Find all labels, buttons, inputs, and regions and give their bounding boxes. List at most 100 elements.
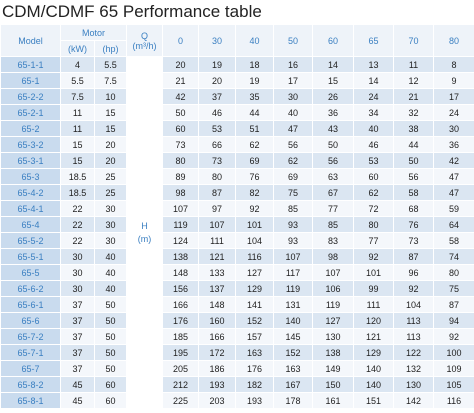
head-cell: 185 bbox=[162, 328, 200, 345]
head-cell: 50 bbox=[312, 136, 355, 153]
head-cell: 64 bbox=[433, 216, 474, 233]
head-cell: 67 bbox=[312, 184, 355, 201]
head-cell: 111 bbox=[198, 232, 237, 249]
model-cell: 65-2-2 bbox=[0, 88, 61, 105]
motor-cell: 60 bbox=[93, 376, 128, 393]
flow-header: 0 bbox=[162, 24, 200, 57]
head-cell: 133 bbox=[198, 264, 237, 281]
head-cell: 106 bbox=[312, 280, 355, 297]
model-cell: 65-1-1 bbox=[0, 56, 61, 73]
table-row: 65-3-1 15 20 80 73 69 62 56 53 50 42 bbox=[0, 152, 474, 169]
head-cell: 17 bbox=[433, 88, 474, 105]
motor-cell: 15 bbox=[60, 136, 95, 153]
head-cell: 36 bbox=[433, 136, 474, 153]
head-cell: 56 bbox=[393, 168, 435, 185]
table-row: 65-8-1 45 60 225 203 193 178 161 151 142 116 bbox=[0, 392, 474, 409]
motor-cell: 7.5 bbox=[60, 88, 95, 105]
head-cell: 53 bbox=[353, 152, 395, 169]
head-cell: 205 bbox=[162, 360, 200, 377]
table-row: 65-6-1 37 50 166 148 141 131 119 111 104 87 bbox=[0, 296, 474, 313]
head-cell: 40 bbox=[353, 120, 395, 137]
head-cell: 15 bbox=[312, 72, 355, 89]
motor-cell: 22 bbox=[60, 216, 95, 233]
motor-cell: 10 bbox=[93, 88, 128, 105]
head-cell: 120 bbox=[353, 312, 395, 329]
model-cell: 65-5-1 bbox=[0, 248, 61, 265]
model-cell: 65-7-1 bbox=[0, 344, 61, 361]
head-cell: 89 bbox=[162, 168, 200, 185]
motor-cell: 37 bbox=[60, 296, 95, 313]
motor-cell: 25 bbox=[93, 168, 128, 185]
head-cell: 107 bbox=[162, 200, 200, 217]
head-cell: 87 bbox=[198, 184, 237, 201]
motor-cell: 45 bbox=[60, 392, 95, 409]
head-cell: 212 bbox=[162, 376, 200, 393]
flow-header: 60 bbox=[312, 24, 355, 57]
head-cell: 121 bbox=[353, 328, 395, 345]
table-row: 65-7-1 37 50 195 172 163 152 138 129 122 100 bbox=[0, 344, 474, 361]
table-row: 65-3-2 15 20 73 66 62 56 50 46 44 36 bbox=[0, 136, 474, 153]
table-row: 65-2-1 11 15 50 46 44 40 36 34 32 24 bbox=[0, 104, 474, 121]
flow-header: 65 bbox=[353, 24, 395, 57]
model-cell: 65-8-2 bbox=[0, 376, 61, 393]
head-cell: 46 bbox=[198, 104, 237, 121]
head-cell: 24 bbox=[433, 104, 474, 121]
motor-cell: 15 bbox=[60, 152, 95, 169]
motor-header: Motor bbox=[59, 24, 128, 41]
motor-cell: 37 bbox=[60, 328, 95, 345]
head-cell: 21 bbox=[393, 88, 435, 105]
head-cell: 160 bbox=[198, 312, 237, 329]
head-cell: 116 bbox=[433, 392, 474, 409]
motor-cell: 45 bbox=[60, 376, 95, 393]
head-cell: 76 bbox=[235, 168, 275, 185]
model-header: Model bbox=[0, 24, 61, 57]
table-row: 65-5-2 22 30 124 111 104 93 83 77 73 58 bbox=[0, 232, 474, 249]
head-cell: 73 bbox=[198, 152, 237, 169]
head-cell: 63 bbox=[312, 168, 355, 185]
head-cell: 44 bbox=[235, 104, 275, 121]
head-cell: 14 bbox=[353, 72, 395, 89]
head-cell: 119 bbox=[273, 280, 314, 297]
head-cell: 142 bbox=[393, 392, 435, 409]
h-label: H bbox=[141, 220, 148, 231]
head-cell: 80 bbox=[353, 216, 395, 233]
table-row: 65-8-2 45 60 212 193 182 167 150 140 130 105 bbox=[0, 376, 474, 393]
head-cell: 119 bbox=[162, 216, 200, 233]
head-cell: 109 bbox=[433, 360, 474, 377]
head-cell: 156 bbox=[162, 280, 200, 297]
head-cell: 166 bbox=[198, 328, 237, 345]
head-cell: 14 bbox=[312, 56, 355, 73]
head-cell: 73 bbox=[393, 232, 435, 249]
table-row: 65-3 18.5 25 89 80 76 69 63 60 56 47 bbox=[0, 168, 474, 185]
head-cell: 20 bbox=[162, 56, 200, 73]
head-cell: 107 bbox=[273, 248, 314, 265]
head-cell: 148 bbox=[162, 264, 200, 281]
head-cell: 163 bbox=[273, 360, 314, 377]
head-cell: 51 bbox=[235, 120, 275, 137]
head-cell: 137 bbox=[198, 280, 237, 297]
motor-cell: 40 bbox=[93, 248, 128, 265]
motor-cell: 50 bbox=[93, 312, 128, 329]
motor-cell: 30 bbox=[93, 232, 128, 249]
head-cell: 32 bbox=[393, 104, 435, 121]
model-cell: 65-2-1 bbox=[0, 104, 61, 121]
head-cell: 101 bbox=[353, 264, 395, 281]
q-header: Q (m³/h) bbox=[126, 24, 164, 57]
head-cell: 47 bbox=[433, 168, 474, 185]
motor-cell: 11 bbox=[60, 104, 95, 121]
model-cell: 65-5-2 bbox=[0, 232, 61, 249]
head-cell: 121 bbox=[198, 248, 237, 265]
head-cell: 140 bbox=[353, 360, 395, 377]
motor-cell: 37 bbox=[60, 344, 95, 361]
q-label: Q bbox=[141, 30, 149, 41]
head-cell: 152 bbox=[273, 344, 314, 361]
head-cell: 36 bbox=[312, 104, 355, 121]
model-cell: 65-4-1 bbox=[0, 200, 61, 217]
table-row: 65-4-1 22 30 107 97 92 85 77 72 68 59 bbox=[0, 200, 474, 217]
head-cell: 193 bbox=[235, 392, 275, 409]
head-cell: 140 bbox=[273, 312, 314, 329]
head-cell: 163 bbox=[235, 344, 275, 361]
head-cell: 82 bbox=[235, 184, 275, 201]
head-cell: 50 bbox=[162, 104, 200, 121]
